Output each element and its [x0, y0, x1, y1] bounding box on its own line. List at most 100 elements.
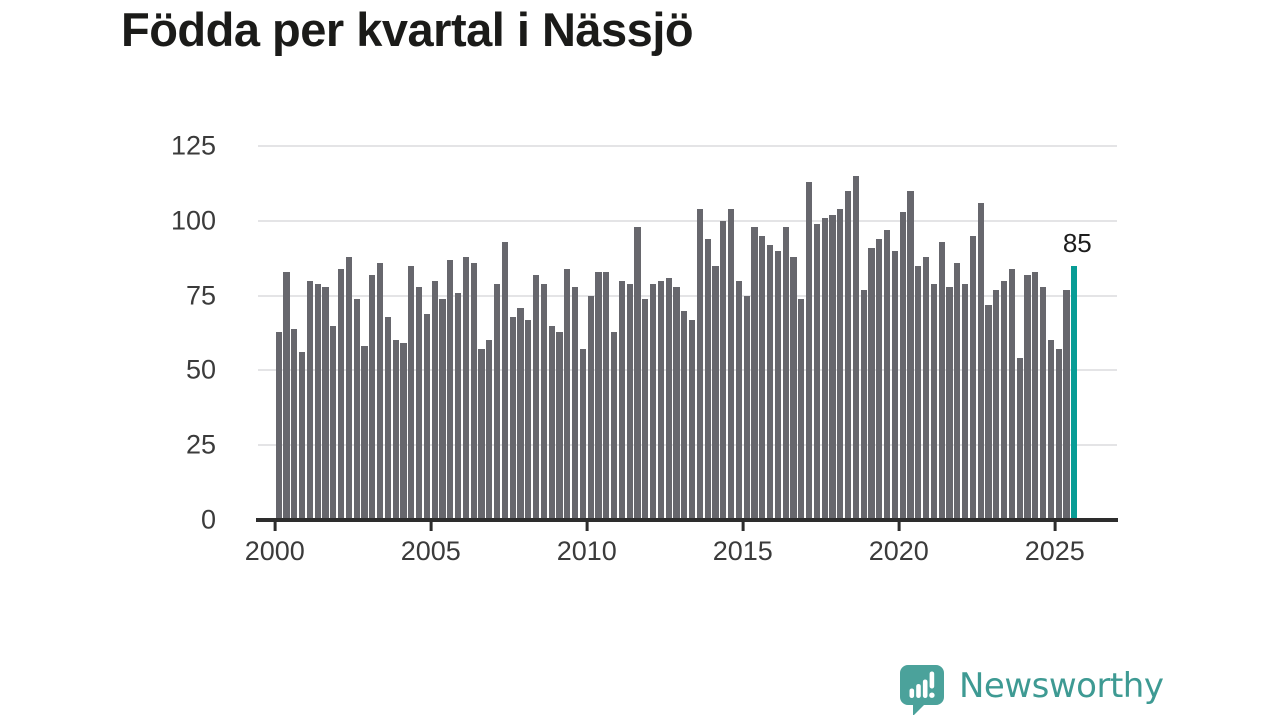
bar: [587, 295, 594, 520]
bar: [961, 283, 969, 520]
bar: [1055, 349, 1062, 520]
bar: [915, 265, 922, 520]
bar: [447, 259, 454, 520]
bar: [657, 280, 665, 520]
x-tick-2005: [429, 521, 433, 531]
bar: [579, 349, 587, 520]
bar: [486, 340, 493, 520]
bar: [330, 325, 337, 520]
bar: [954, 262, 961, 520]
gridline-125: [258, 145, 1117, 147]
bar: [517, 307, 524, 520]
y-tick-label-25: 25: [185, 429, 216, 460]
bar: [532, 274, 540, 520]
bar: [291, 328, 298, 520]
bar: [571, 286, 579, 520]
bar: [766, 244, 774, 520]
bar: [337, 268, 345, 520]
bar: [1039, 286, 1047, 520]
bar: [946, 286, 953, 520]
bar: [306, 280, 314, 520]
bar: [634, 226, 641, 520]
bar: [462, 256, 470, 520]
brand-logo: Newsworthy: [897, 662, 1164, 715]
bar: [977, 202, 984, 520]
x-tick-label-2010: 2010: [556, 536, 617, 566]
bar: [618, 280, 626, 520]
bar: [938, 241, 945, 520]
bar: [782, 226, 789, 520]
bar: [493, 283, 501, 520]
bar: [899, 211, 906, 520]
bar: [930, 283, 938, 520]
bar: [673, 286, 680, 520]
bar: [969, 235, 977, 520]
bar: [400, 343, 407, 520]
bar: [735, 280, 743, 520]
bar: [1024, 274, 1031, 520]
bar: [813, 223, 821, 520]
bar: [798, 298, 805, 520]
x-axis-line: [256, 518, 1118, 522]
bar: [883, 229, 891, 520]
bar: [478, 349, 485, 520]
bar: [821, 217, 828, 520]
bar: [696, 208, 704, 520]
bar: [548, 325, 555, 520]
bar: [595, 271, 602, 520]
bar: [603, 271, 610, 520]
gridline-75: [258, 294, 1117, 297]
bar: [610, 331, 618, 520]
bar: [376, 262, 384, 520]
x-tick-2010: [585, 521, 589, 531]
bar: [525, 319, 532, 520]
bar: [712, 265, 719, 520]
bar: [353, 298, 360, 520]
bar: [688, 319, 696, 520]
bar: [314, 283, 321, 520]
bar: [564, 268, 571, 520]
bar: [720, 220, 727, 520]
bar: [727, 208, 735, 520]
bar: [501, 241, 509, 520]
bar: [345, 256, 353, 520]
x-tick-2025: [1053, 521, 1057, 531]
bar: [852, 175, 860, 520]
bar: [837, 208, 844, 520]
bar: [642, 298, 649, 520]
bar: [891, 250, 899, 520]
gridline-25: [258, 444, 1117, 447]
x-tick-label-2000: 2000: [244, 536, 305, 566]
bar: [1063, 289, 1070, 520]
bar: [829, 214, 836, 520]
gridline-50: [258, 369, 1117, 372]
y-tick-label-0: 0: [200, 504, 216, 535]
bar: [1008, 268, 1016, 520]
bar: [454, 292, 462, 520]
bar: [408, 265, 415, 520]
bar: [743, 295, 750, 520]
bar: [1032, 271, 1039, 520]
bar: [985, 304, 992, 520]
y-tick-label-50: 50: [185, 354, 216, 385]
newsworthy-speech-bubble-chart-icon: [900, 665, 944, 715]
bar: [361, 346, 368, 520]
bar: [470, 262, 477, 520]
bar: [275, 331, 282, 520]
x-tick-2015: [741, 521, 745, 531]
bar: [844, 190, 852, 520]
bar: [431, 280, 438, 520]
x-tick-2000: [273, 521, 277, 531]
bar: [704, 238, 711, 520]
bar: [751, 226, 758, 520]
bar: [1016, 358, 1023, 520]
bar: [369, 274, 376, 520]
bar: [876, 238, 883, 520]
x-tick-label-2005: 2005: [400, 536, 461, 566]
bar: [1000, 280, 1008, 520]
bar-highlighted: [1071, 265, 1078, 520]
bar: [907, 190, 914, 520]
chart-title: Födda per kvartal i Nässjö: [121, 3, 694, 56]
bar: [759, 235, 766, 520]
brand-name: Newsworthy: [959, 665, 1164, 706]
